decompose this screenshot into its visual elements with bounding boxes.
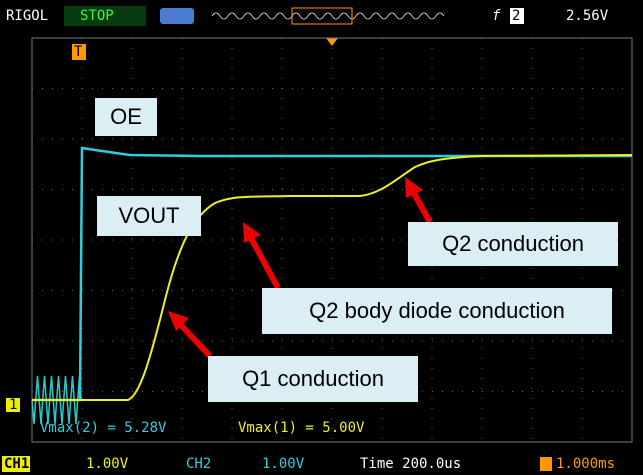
annotation: VOUT [118,203,179,228]
trigger-source: 2 [512,8,520,24]
ch1-label: CH1 [4,456,29,472]
brand: RIGOL [6,8,48,24]
ch2-scale: 1.00V [262,456,305,472]
measurement: Vmax(1) = 5.00V [238,420,365,436]
trigger-level: 2.56V [566,8,609,24]
annotation: OE [110,104,142,129]
annotation: Q1 conduction [242,366,384,391]
annotation: Q2 body diode conduction [309,298,565,323]
ch2-label: CH2 [186,456,211,472]
trigger-edge: f [492,8,501,24]
trigger-pos-icon [540,457,552,471]
timebase: Time 200.0us [360,456,461,472]
scope-screen: RIGOL STOP f 2 2.56V T 1 Vmax(2) = 5.28V… [0,0,643,475]
status: STOP [80,8,114,24]
measurement: Vmax(2) = 5.28V [40,420,167,436]
trigger-marker: T [74,44,83,60]
channel-marker: 1 [9,397,17,413]
ch1-scale: 1.00V [86,456,129,472]
usb-icon [160,8,194,24]
trigger-pos: 1.000ms [556,456,615,472]
annotation: Q2 conduction [442,231,584,256]
